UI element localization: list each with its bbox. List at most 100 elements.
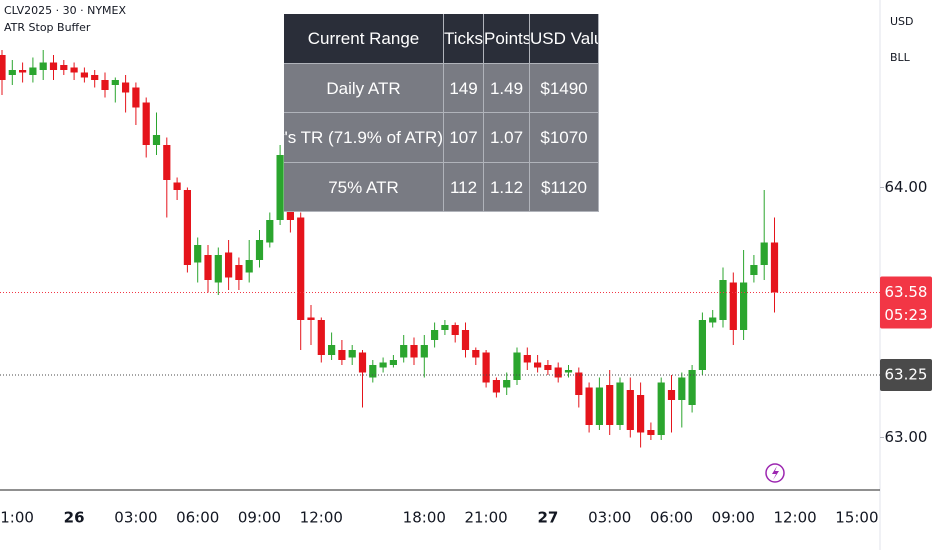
table-cell: $1490 xyxy=(530,63,599,113)
candle-body xyxy=(317,320,325,355)
candle-body xyxy=(750,265,758,275)
candle-body xyxy=(431,330,439,340)
candle-body xyxy=(29,67,37,75)
candle-body xyxy=(80,72,88,78)
countdown: 05:23 xyxy=(884,306,927,324)
candle-body xyxy=(19,70,27,73)
candle-body xyxy=(8,70,16,75)
candle-body xyxy=(544,365,552,370)
x-tick-label: 12:00 xyxy=(300,509,343,527)
candle-body xyxy=(667,390,676,400)
candle-body xyxy=(255,240,264,260)
candle-body xyxy=(194,245,202,263)
candle-body xyxy=(534,362,542,368)
candle-body xyxy=(348,350,356,358)
candle-body xyxy=(266,220,274,243)
candle-body xyxy=(297,217,305,320)
candle-body xyxy=(235,265,243,280)
candle-body xyxy=(575,372,583,395)
cell-text: Today's TR (71.9% of ATR) xyxy=(284,128,443,147)
x-tick-label: 03:00 xyxy=(588,509,631,527)
candle-body xyxy=(503,380,511,388)
table-cell: Ticks xyxy=(444,14,484,64)
candle-body xyxy=(647,430,655,435)
candle-body xyxy=(91,75,99,80)
candle-body xyxy=(389,360,397,365)
table-cell: 1.07 xyxy=(484,113,530,163)
candle-body xyxy=(122,82,130,93)
symbol-title: CLV2025 · 30 · NYMEX xyxy=(4,4,126,17)
candle-body xyxy=(729,282,737,330)
candle-body xyxy=(173,182,181,190)
y-tick-label: 63.00 xyxy=(885,428,928,446)
x-tick-label: 18:00 xyxy=(403,509,446,527)
price-label: 63.25 xyxy=(885,366,928,384)
candle-body xyxy=(70,67,78,73)
table-cell: 107 xyxy=(444,113,484,163)
candle-body xyxy=(492,380,500,393)
candle-body xyxy=(328,345,336,355)
candle-body xyxy=(410,345,418,358)
candle-body xyxy=(152,135,161,145)
table-cell: 1.49 xyxy=(484,63,530,113)
event-icon[interactable] xyxy=(765,463,785,483)
candle-body xyxy=(678,377,686,400)
table-cell: 1.12 xyxy=(484,162,530,212)
x-tick-label: 21:00 xyxy=(0,509,34,527)
x-tick-label: 09:00 xyxy=(712,509,755,527)
candle-body xyxy=(698,320,706,370)
x-tick-label: 06:00 xyxy=(650,509,693,527)
table-cell: Points xyxy=(484,14,530,64)
plot xyxy=(0,50,779,448)
candle-body xyxy=(657,382,665,435)
candle-body xyxy=(482,352,490,383)
x-tick-label: 15:00 xyxy=(835,509,878,527)
candle-body xyxy=(142,102,150,145)
table-cell: USD Value xyxy=(530,14,599,64)
candle-body xyxy=(214,255,222,283)
x-tick-label: 26 xyxy=(64,509,85,527)
candle-body xyxy=(49,62,58,70)
candle-body xyxy=(163,145,171,180)
table-cell: 149 xyxy=(444,63,484,113)
unit[interactable]: BLL xyxy=(890,51,911,64)
candle-body xyxy=(400,345,408,358)
candle-body xyxy=(637,395,645,433)
candle-body xyxy=(60,65,68,70)
candle-body xyxy=(719,280,727,320)
currency[interactable]: USD xyxy=(890,15,914,28)
candle-body xyxy=(245,260,253,273)
table-cell: $1070 xyxy=(530,113,599,163)
candle-body xyxy=(513,352,521,380)
candle-body xyxy=(626,390,634,430)
indicator-name: ATR Stop Buffer xyxy=(4,21,91,34)
candle-body xyxy=(358,352,367,373)
table-cell: Daily ATR xyxy=(284,63,444,113)
y-tick-label: 64.00 xyxy=(885,178,928,196)
candle-body xyxy=(101,80,109,90)
candle-body xyxy=(225,252,233,278)
candle-body xyxy=(606,385,614,425)
candle-body xyxy=(595,387,603,425)
candle-body xyxy=(523,355,531,363)
candle-body xyxy=(564,370,573,373)
price-label-box xyxy=(880,276,932,329)
candle-body xyxy=(616,382,624,425)
candle-body xyxy=(760,242,768,265)
candle-body xyxy=(472,350,480,358)
price-label: 63.58 xyxy=(885,283,928,301)
candle-body xyxy=(420,345,428,358)
candle-body xyxy=(554,367,562,378)
candle-body xyxy=(740,282,748,330)
x-tick-label: 21:00 xyxy=(464,509,507,527)
table-cell: 75% ATR xyxy=(284,162,444,212)
x-tick-label: 12:00 xyxy=(773,509,816,527)
candle-body xyxy=(441,325,449,330)
candle-body xyxy=(111,80,119,85)
x-tick-label: 09:00 xyxy=(238,509,281,527)
candle-body xyxy=(585,387,593,425)
candle-body xyxy=(688,370,696,405)
